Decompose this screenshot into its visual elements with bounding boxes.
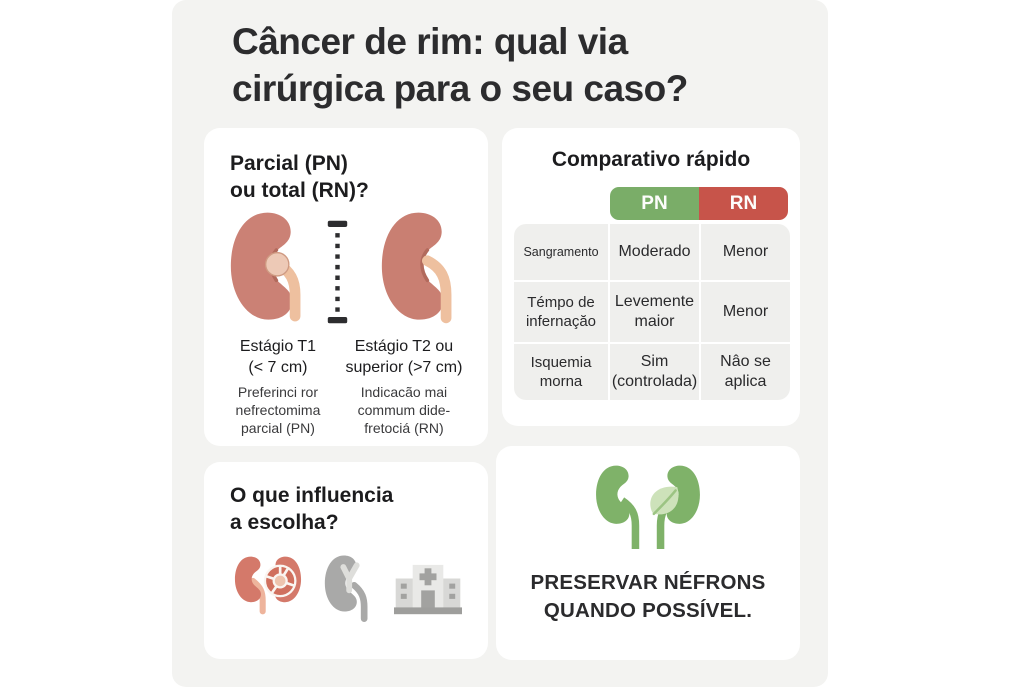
kidneys-with-tumor-cross-section-icon	[230, 553, 306, 626]
table-cell: Sim (controlada)	[610, 344, 699, 400]
row-label-text: Isquemia morna	[530, 354, 592, 390]
gray-kidney-icon	[320, 552, 380, 627]
heading-line: a escolha?	[230, 511, 339, 534]
preserve-message-line: QUANDO POSSÍVEL.	[543, 599, 753, 622]
note-line: nefrectomima	[235, 402, 321, 418]
hospital-icon	[394, 559, 462, 620]
card-comparison: Comparativo rápido PN RN Sangramento Mod…	[502, 128, 800, 426]
stage-line: superior (>7 cm)	[345, 359, 463, 376]
row-label-text: Sangramento	[523, 244, 599, 259]
kidney-with-tumor-icon	[224, 209, 318, 330]
stage-line: (< 7 cm)	[248, 359, 308, 376]
influence-icons-row	[220, 552, 472, 627]
stage-t2-label: Estágio T2 ou superior (>7 cm)	[336, 336, 472, 378]
table-cell: Moderado	[610, 224, 699, 280]
card-comparison-heading: Comparativo rápido	[551, 148, 751, 171]
cell-text: Sim (controlada)	[611, 353, 698, 390]
card-preserve-nephrons: PRESERVAR NÉFRONS QUANDO POSSÍVEL.	[496, 446, 800, 660]
card-surgery-type-heading: Parcial (PN) ou total (RN)?	[230, 150, 472, 204]
note-line: Indicacão mai	[360, 384, 448, 400]
table-cell: Nâo se aplica	[701, 344, 790, 400]
cell-text: Moderado	[618, 243, 691, 260]
preserve-message: PRESERVAR NÉFRONS QUANDO POSSÍVEL.	[530, 569, 765, 625]
card-influence-heading: O que influencia a escolha?	[230, 482, 472, 536]
stage-line: Estágio T2 ou	[354, 338, 454, 355]
column-header-pn: PN	[610, 187, 699, 220]
row-label: Sangramento	[514, 224, 608, 280]
comparison-table-body: Sangramento Moderado Menor Témpo de infe…	[514, 224, 790, 400]
table-cell: Menor	[701, 224, 790, 280]
heading-line: O que influencia	[230, 484, 394, 507]
note-rn: Indicacão mai commum dide- fretociá (RN)	[336, 383, 472, 437]
note-line: fretociá (RN)	[364, 420, 444, 436]
comparison-table-header: PN RN	[610, 187, 788, 220]
kidney-figures	[220, 212, 472, 330]
row-label: Isquemia morna	[514, 344, 608, 400]
kidney-t1-figure	[224, 209, 350, 330]
comparison-table: PN RN Sangramento Moderado Menor Témpo d…	[514, 187, 790, 400]
note-line: commum dide-	[357, 402, 451, 418]
card-influence: O que influencia a escolha?	[204, 462, 488, 659]
row-label-text: Témpo de infernaçăo	[525, 294, 597, 330]
infographic-panel: Câncer de rim: qual via cirúrgica para o…	[172, 0, 828, 687]
green-kidneys-with-leaf-icon	[585, 462, 711, 559]
column-header-rn: RN	[699, 187, 788, 220]
stage-line: Estágio T1	[239, 338, 317, 355]
cell-text: Nâo se aplica	[720, 353, 771, 390]
preserve-message-line: PRESERVAR NÉFRONS	[530, 571, 766, 594]
cell-text: Menor	[722, 243, 769, 260]
kidney-icon	[376, 209, 468, 330]
stage-labels-row: Estágio T1 (< 7 cm) Estágio T2 ou superi…	[220, 336, 472, 378]
stage-notes-row: Preferinci ror nefrectomima parcial (PN)…	[220, 383, 472, 437]
stage-t1-label: Estágio T1 (< 7 cm)	[220, 336, 336, 378]
row-label: Témpo de infernaçăo	[514, 282, 608, 342]
note-line: Preferinci ror	[237, 384, 319, 400]
card-surgery-type: Parcial (PN) ou total (RN)?	[204, 128, 488, 446]
page-title: Câncer de rim: qual via cirúrgica para o…	[232, 18, 688, 112]
table-cell: Menor	[701, 282, 790, 342]
note-pn: Preferinci ror nefrectomima parcial (PN)	[220, 383, 336, 437]
page-title-line2: cirúrgica para o seu caso?	[232, 68, 688, 109]
cell-text: Menor	[722, 303, 769, 320]
size-ruler-icon	[325, 219, 350, 330]
heading-line: Parcial (PN)	[230, 152, 348, 175]
note-line: parcial (PN)	[241, 420, 315, 436]
table-cell: Levemente maior	[610, 282, 699, 342]
heading-line: ou total (RN)?	[230, 179, 369, 202]
cell-text: Levemente maior	[614, 293, 695, 330]
page-title-line1: Câncer de rim: qual via	[232, 21, 628, 62]
